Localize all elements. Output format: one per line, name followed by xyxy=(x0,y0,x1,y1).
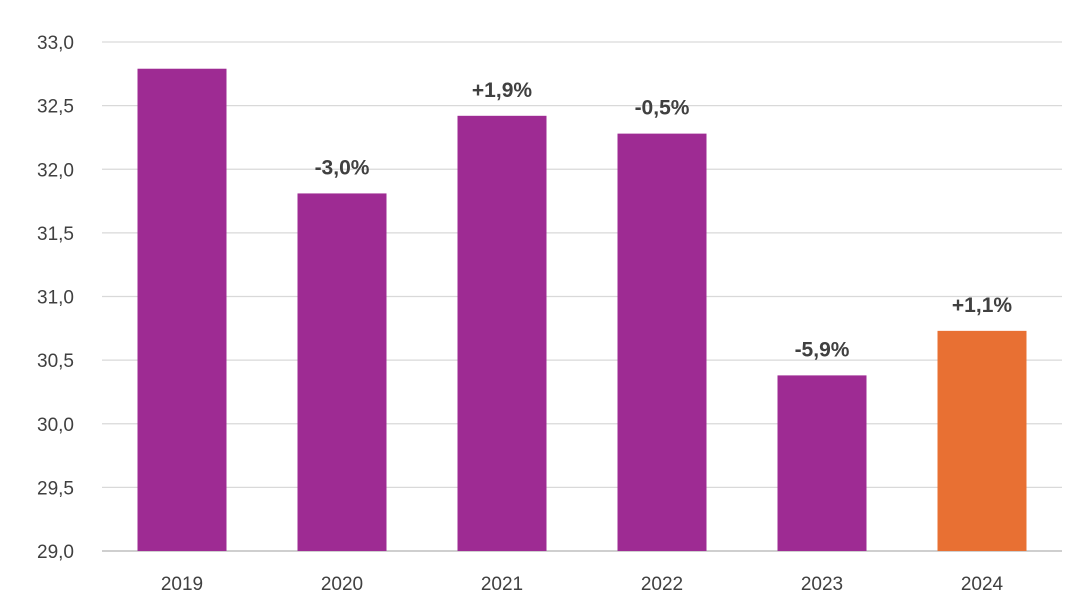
bars xyxy=(137,68,1027,552)
x-tick-label-2023: 2023 xyxy=(801,574,843,595)
y-axis: 29,0 29,5 30,0 30,5 31,0 31,5 32,0 32,5 33,0 xyxy=(37,33,74,563)
data-label-2024: +1,1% xyxy=(952,294,1012,317)
data-label-2020: -3,0% xyxy=(315,156,370,179)
y-tick-label: 32,5 xyxy=(37,97,74,118)
x-tick-label-2020: 2020 xyxy=(321,574,363,595)
x-tick-label-2019: 2019 xyxy=(161,574,203,595)
x-axis: 2019 2020 2021 2022 2023 2024 xyxy=(161,574,1004,595)
gridlines xyxy=(102,41,1062,552)
y-tick-label: 32,0 xyxy=(37,160,74,181)
data-label-2022: -0,5% xyxy=(635,97,690,120)
x-tick-label-2021: 2021 xyxy=(481,574,523,595)
data-label-2023: -5,9% xyxy=(795,338,850,361)
x-tick-label-2024: 2024 xyxy=(961,574,1004,595)
bar-2019 xyxy=(137,68,227,551)
bar-2023 xyxy=(777,375,867,551)
y-tick-label: 30,0 xyxy=(37,415,74,436)
y-tick-label: 30,5 xyxy=(37,351,74,372)
x-tick-label-2022: 2022 xyxy=(641,574,683,595)
data-labels: -3,0% +1,9% -0,5% -5,9% +1,1% xyxy=(315,79,1013,362)
y-tick-label: 33,0 xyxy=(37,33,74,54)
data-label-2021: +1,9% xyxy=(472,79,532,102)
bar-2024 xyxy=(937,330,1027,551)
bar-2021 xyxy=(457,115,547,552)
y-tick-label: 29,0 xyxy=(37,542,74,563)
y-tick-label: 31,0 xyxy=(37,288,74,309)
y-tick-label: 29,5 xyxy=(37,478,74,499)
bar-2020 xyxy=(297,193,387,552)
bar-2022 xyxy=(617,133,707,551)
y-tick-label: 31,5 xyxy=(37,224,74,245)
